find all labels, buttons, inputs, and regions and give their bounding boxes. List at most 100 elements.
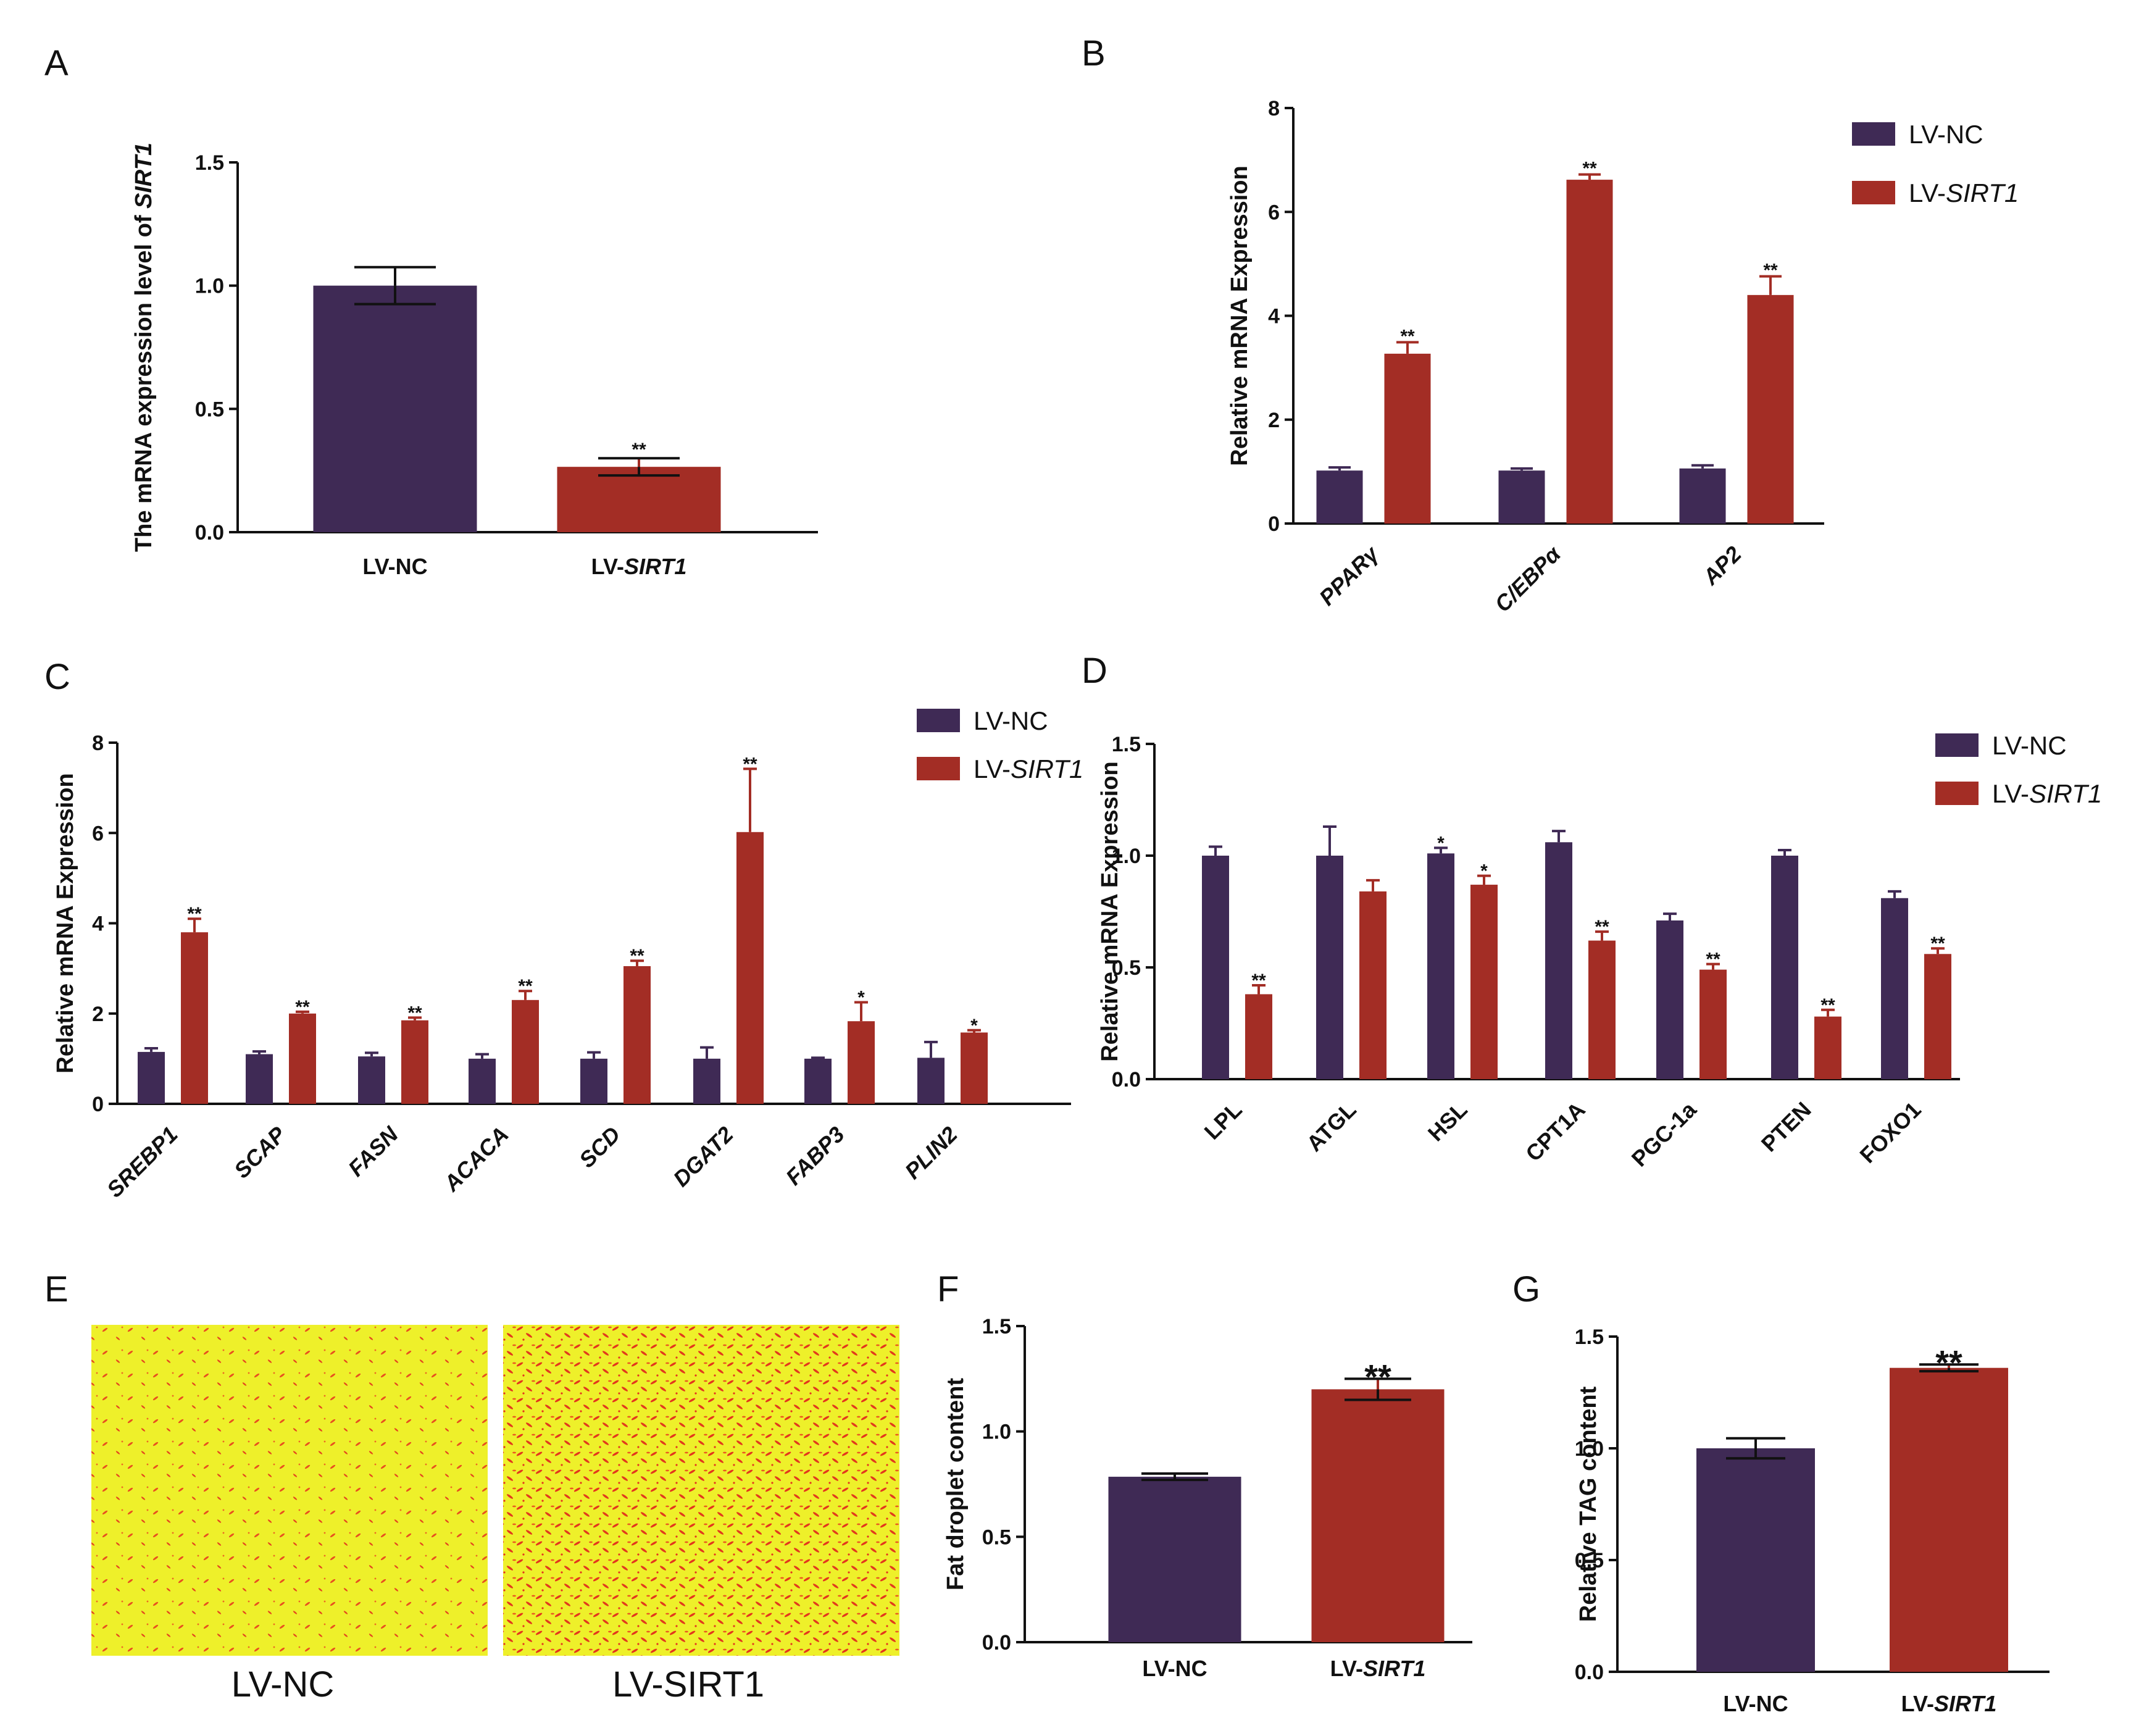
panel-d-category-label: PTEN (1756, 1097, 1816, 1157)
panel-c-bar-sirt1-7 (961, 1032, 988, 1104)
panel-d-category-label: LPL (1199, 1097, 1247, 1145)
panel-g-category-label: LV-SIRT1 (1901, 1691, 1997, 1716)
panel-d-bar-nc-4 (1656, 920, 1683, 1079)
stain-caption-lv-nc: LV-NC (231, 1664, 335, 1705)
panel-d-y-tick-label: 1.0 (1112, 845, 1141, 868)
panel-c-legend-swatch-sirt1 (917, 757, 960, 780)
panel-d-category-label: CPT1A (1520, 1097, 1590, 1166)
panel-c-y-tick-label: 2 (92, 1003, 104, 1026)
panel-c-bar-nc-1 (246, 1054, 273, 1104)
panel-b-bar-sirt1-2 (1747, 294, 1794, 524)
panel-c-bar-nc-0 (138, 1051, 165, 1104)
panel-b-legend-label-nc: LV-NC (1909, 120, 1983, 149)
panel-c-y-tick-label: 4 (92, 912, 104, 936)
panel-d-bar-nc-2-significance: * (1437, 833, 1445, 853)
panel-c-bar-sirt1-4-significance: ** (630, 946, 644, 966)
panel-c-category-label: PLIN2 (900, 1122, 962, 1184)
panel-g-bar-0 (1696, 1448, 1815, 1672)
panel-c-bar-sirt1-2-significance: ** (407, 1003, 422, 1023)
panel-d-bar-sirt1-3-significance: ** (1595, 917, 1609, 937)
panel-c-bar-sirt1-6-significance: * (857, 987, 865, 1008)
panel-c-bar-sirt1-0-significance: ** (187, 904, 202, 924)
panel-c-category-label: SCAP (229, 1121, 291, 1183)
panel-d-y-axis-label: Relative mRNA Expression (1097, 761, 1123, 1061)
panel-g-bar-1-significance: ** (1935, 1343, 1962, 1382)
panel-c-bar-sirt1-6 (848, 1021, 875, 1104)
panel-d-bar-sirt1-3 (1588, 940, 1616, 1079)
panel-d-bar-sirt1-0-significance: ** (1251, 970, 1266, 991)
stain-caption-lv-sirt1: LV-SIRT1 (612, 1664, 764, 1705)
panel-a-y-tick-label: 1.5 (195, 151, 224, 175)
panel-c-bar-sirt1-5 (736, 832, 764, 1104)
panel-f-y-tick-label: 0.0 (982, 1631, 1011, 1655)
panel-b-bar-sirt1-1-significance: ** (1582, 159, 1597, 179)
panel-d-bar-nc-3 (1545, 842, 1572, 1079)
panel-f-bar-1-significance: ** (1364, 1357, 1391, 1396)
panel-d-bar-nc-5 (1771, 856, 1798, 1079)
panel-g-y-tick-label: 1.0 (1575, 1437, 1604, 1461)
panel-letter-a: A (44, 43, 69, 83)
panel-letter-d: D (1082, 651, 1107, 691)
panel-d-bar-sirt1-0 (1245, 994, 1272, 1079)
panel-b-legend-swatch-sirt1 (1852, 181, 1895, 204)
panel-c-bar-sirt1-7-significance: * (970, 1016, 978, 1036)
panel-d-bar-nc-6 (1881, 898, 1908, 1079)
panel-b-bar-nc-0 (1316, 470, 1363, 524)
panel-letter-c: C (44, 657, 70, 697)
panel-d-category-label: ATGL (1301, 1097, 1361, 1156)
panel-f-y-tick-label: 1.5 (982, 1315, 1011, 1338)
panel-c-bar-nc-5 (693, 1058, 720, 1104)
panel-a-category-label: LV-SIRT1 (591, 554, 687, 579)
panel-a-category-label: LV-NC (362, 554, 427, 579)
panel-b-category-label: AP2 (1697, 541, 1746, 590)
panel-f-y-axis-label: Fat droplet content (943, 1378, 969, 1590)
panel-b-category-label: PPARγ (1314, 540, 1384, 610)
panel-b-bar-sirt1-0-significance: ** (1400, 326, 1415, 346)
panel-c-legend-swatch-nc (917, 709, 960, 732)
panel-d-y-tick-label: 1.5 (1112, 733, 1141, 756)
panel-letter-f: F (937, 1269, 959, 1309)
panel-d-y-tick-label: 0.5 (1112, 956, 1141, 980)
panel-letter-b: B (1082, 33, 1106, 73)
panel-c-bar-nc-7 (917, 1058, 945, 1104)
panel-b-y-tick-label: 8 (1268, 97, 1280, 120)
panel-c-y-tick-label: 0 (92, 1093, 104, 1116)
panel-f-category-label: LV-SIRT1 (1330, 1656, 1426, 1681)
stain-image-lv-nc (91, 1325, 488, 1656)
panel-d-bar-sirt1-4-significance: ** (1706, 949, 1720, 970)
panel-c-y-axis-label: Relative mRNA Expression (52, 773, 78, 1073)
panel-b-y-tick-label: 0 (1268, 512, 1280, 536)
panel-d-bar-nc-1 (1316, 856, 1343, 1079)
panel-b-bar-sirt1-1 (1566, 180, 1613, 524)
panel-b-y-tick-label: 2 (1268, 409, 1280, 432)
panel-a-bar-1 (557, 467, 721, 532)
panel-a-bar-0 (313, 285, 477, 532)
panel-c-bar-sirt1-5-significance: ** (743, 754, 757, 774)
panel-f-bar-0 (1108, 1477, 1241, 1642)
panel-d-bar-nc-0 (1202, 856, 1229, 1079)
panel-c-category-label: SREBP1 (102, 1122, 183, 1203)
panel-f-y-tick-label: 1.0 (982, 1421, 1011, 1444)
panel-b-bar-nc-1 (1498, 470, 1545, 524)
panel-g-y-axis-label: Relative TAG content (1575, 1386, 1601, 1622)
panel-c-bar-sirt1-2 (401, 1020, 428, 1104)
panel-g-y-tick-label: 0.0 (1575, 1661, 1604, 1684)
panel-a-y-tick-label: 0.5 (195, 398, 224, 421)
panel-d-bar-sirt1-6-significance: ** (1930, 933, 1945, 954)
panel-c-bar-sirt1-3 (512, 999, 539, 1104)
panel-d-bar-sirt1-5 (1814, 1016, 1841, 1079)
panel-f-bar-1 (1311, 1389, 1445, 1642)
panel-c-y-tick-label: 8 (92, 732, 104, 755)
panel-d-bar-sirt1-2 (1470, 885, 1498, 1079)
panel-f-y-tick-label: 0.5 (982, 1525, 1011, 1549)
panel-c-legend-label-nc: LV-NC (974, 706, 1048, 735)
panel-c-bar-nc-2 (358, 1056, 385, 1104)
panel-c-bar-sirt1-3-significance: ** (518, 976, 533, 996)
panel-g-category-label: LV-NC (1723, 1691, 1788, 1716)
charts-layer: 0.0 0.5 1.0 1.5 The mRNA expression level of… (52, 97, 2102, 1716)
panel-b-category-label: C/EBPα (1490, 540, 1566, 617)
panel-a-y-axis-label: The mRNA expression level of SIRT1 (131, 143, 157, 552)
panel-c-category-label: ACACA (438, 1122, 514, 1197)
panel-c-bar-sirt1-1-significance: ** (295, 997, 310, 1017)
